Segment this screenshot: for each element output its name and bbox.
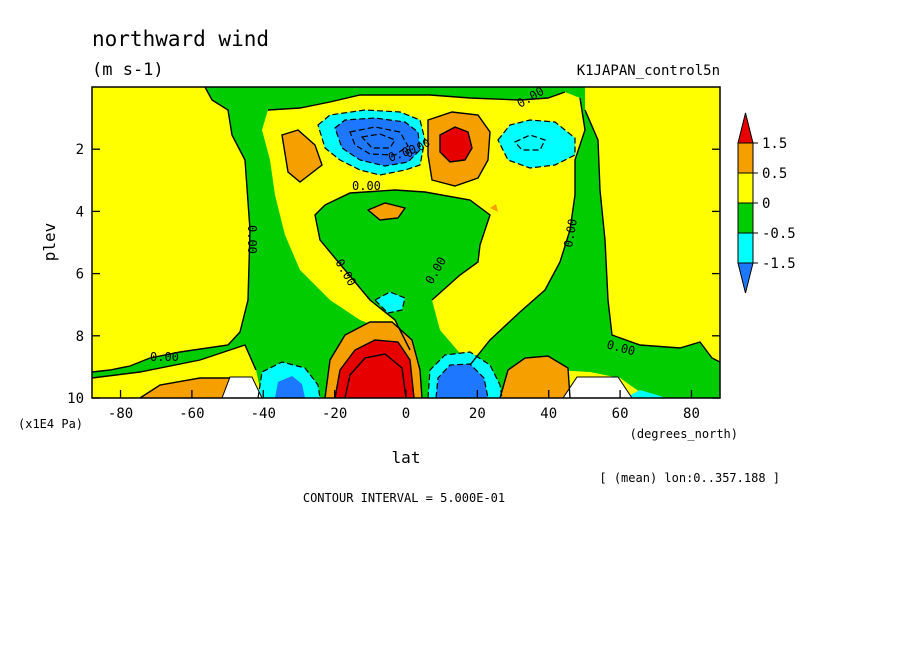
colorbar-label: -1.5: [762, 256, 796, 272]
fill-band-orange-center-mid: [368, 203, 405, 220]
y-axis-units: (x1E4 Pa): [18, 417, 83, 431]
colorbar-swatch: [737, 112, 754, 144]
y-axis: 2 4 6 8 10: [67, 142, 720, 407]
x-tick-label: 80: [683, 406, 700, 422]
colorbar-swatch: [737, 202, 754, 234]
colorbar-label: -0.5: [762, 226, 796, 242]
fill-band-orange-tiny: [490, 204, 498, 212]
plot-area: 0.00 0.00 0.00 0.00 0.00 0.00 0.00 0.00 …: [91, 84, 721, 399]
x-tick-label: 0: [402, 406, 410, 422]
colorbar-swatch: [737, 262, 754, 294]
contour-label: 0.00: [245, 225, 259, 254]
missing-data-west: [221, 376, 263, 398]
chart-title: northward wind: [92, 27, 269, 51]
contour-lines-negative: [257, 109, 576, 398]
fill-band-orange-bottom-east: [500, 356, 570, 398]
x-tick-label: -80: [108, 406, 133, 422]
contour-label: 0.00: [352, 179, 381, 193]
x-axis: -80 -60 -40 -20 0 20 40 60 80: [108, 390, 700, 422]
colorbar: 1.5 0.5 0 -0.5 -1.5: [737, 112, 796, 294]
y-axis-title: plev: [40, 223, 59, 262]
fill-band-cyan-mid: [375, 292, 405, 313]
x-tick-label: -20: [322, 406, 347, 422]
fill-band-yellow-west: [92, 87, 250, 372]
x-tick-label: 20: [469, 406, 486, 422]
colorbar-swatch: [737, 172, 754, 204]
colorbar-label: 0: [762, 196, 770, 212]
y-tick-label: 2: [76, 142, 84, 158]
contour-label: 0.00: [561, 218, 580, 249]
x-tick-label: 40: [540, 406, 557, 422]
y-tick-label: 4: [76, 204, 84, 220]
y-tick-label: 6: [76, 267, 84, 283]
x-tick-label: -60: [179, 406, 204, 422]
fill-band-blue-bottom-center: [436, 364, 488, 398]
fill-band-blue-upper: [335, 118, 420, 166]
x-axis-units: (degrees_north): [630, 427, 738, 441]
contour-interval: CONTOUR INTERVAL = 5.000E-01: [303, 491, 505, 505]
colorbar-swatch: [737, 142, 754, 174]
fill-band-blue-bottom-west: [275, 376, 305, 398]
colorbar-label: 1.5: [762, 136, 787, 152]
mean-note: [ (mean) lon:0..357.188 ]: [599, 471, 780, 485]
y-tick-label: 8: [76, 329, 84, 345]
contour-lines: [92, 87, 720, 398]
colorbar-label: 0.5: [762, 166, 787, 182]
x-tick-label: 60: [612, 406, 629, 422]
x-tick-label: -40: [251, 406, 276, 422]
x-axis-title: lat: [392, 448, 421, 467]
fill-band-red-bottom: [335, 340, 414, 398]
missing-data-east: [562, 376, 633, 398]
y-tick-label: 10: [67, 391, 84, 407]
fill-band-yellow-east: [585, 87, 720, 362]
fill-band-red-upper: [440, 127, 472, 162]
contour-label: 0.00: [150, 350, 179, 364]
chart-units: (m s-1): [92, 60, 164, 80]
fill-band-orange-bottom-west: [140, 378, 230, 398]
fill-band-cyan-upper-east: [498, 120, 575, 168]
fill-band-cyan-bottom-east: [625, 390, 665, 398]
colorbar-swatch: [737, 232, 754, 264]
experiment-label: K1JAPAN_control5n: [577, 63, 720, 79]
